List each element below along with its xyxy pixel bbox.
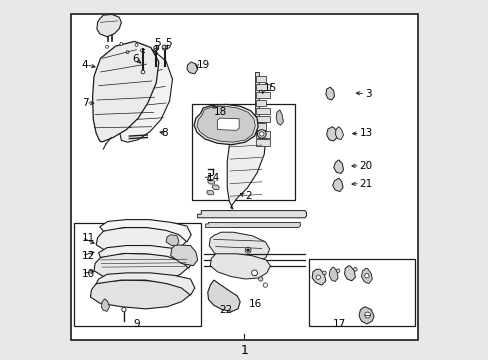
Circle shape (155, 52, 158, 55)
Text: 20: 20 (359, 161, 372, 171)
Circle shape (246, 249, 249, 252)
Text: 5: 5 (154, 38, 161, 48)
Polygon shape (101, 299, 109, 311)
Circle shape (322, 271, 325, 275)
Circle shape (336, 269, 339, 273)
Circle shape (263, 283, 267, 287)
Polygon shape (256, 92, 269, 98)
Polygon shape (97, 14, 121, 37)
Polygon shape (112, 47, 172, 142)
Circle shape (364, 274, 368, 278)
Text: 11: 11 (81, 233, 95, 243)
Polygon shape (166, 235, 179, 246)
Polygon shape (207, 180, 215, 184)
Text: 8: 8 (162, 128, 168, 138)
Polygon shape (100, 220, 191, 242)
Text: 7: 7 (81, 98, 88, 108)
Text: 15: 15 (263, 83, 276, 93)
Polygon shape (256, 100, 265, 106)
Polygon shape (197, 211, 306, 218)
Polygon shape (311, 269, 325, 285)
Polygon shape (256, 108, 269, 114)
Text: 4: 4 (81, 60, 88, 70)
Text: 5: 5 (165, 38, 172, 48)
Text: 1: 1 (240, 345, 248, 357)
Text: 6: 6 (132, 54, 139, 64)
Circle shape (126, 51, 129, 54)
Polygon shape (207, 280, 240, 311)
Circle shape (105, 45, 108, 48)
Circle shape (259, 132, 264, 136)
Polygon shape (206, 190, 213, 195)
Polygon shape (96, 228, 186, 256)
Text: 12: 12 (81, 251, 95, 261)
Polygon shape (99, 246, 193, 268)
Polygon shape (227, 114, 265, 209)
Text: 21: 21 (359, 179, 372, 189)
Polygon shape (335, 127, 343, 140)
Circle shape (153, 45, 159, 50)
Circle shape (122, 307, 126, 312)
Circle shape (135, 44, 138, 46)
Polygon shape (94, 253, 188, 282)
Text: 22: 22 (219, 305, 232, 315)
Polygon shape (344, 266, 355, 281)
Text: 3: 3 (365, 89, 371, 99)
Polygon shape (217, 118, 239, 130)
Polygon shape (256, 139, 269, 146)
Polygon shape (256, 76, 265, 82)
Text: 19: 19 (197, 60, 210, 70)
Text: 2: 2 (244, 191, 251, 201)
Polygon shape (194, 104, 258, 145)
Polygon shape (92, 41, 159, 142)
Polygon shape (90, 280, 190, 309)
Text: 18: 18 (213, 107, 227, 117)
Circle shape (251, 270, 257, 276)
Circle shape (141, 70, 144, 74)
Polygon shape (212, 185, 219, 189)
Text: 10: 10 (81, 269, 95, 279)
Polygon shape (332, 178, 343, 192)
Circle shape (162, 45, 167, 50)
Circle shape (257, 130, 265, 138)
Bar (73, 223, 201, 326)
Polygon shape (325, 87, 334, 100)
Polygon shape (210, 254, 270, 279)
Circle shape (140, 49, 143, 52)
Polygon shape (96, 273, 194, 295)
Circle shape (244, 247, 250, 253)
Polygon shape (328, 267, 337, 282)
Circle shape (316, 275, 320, 279)
Polygon shape (361, 268, 371, 284)
Text: 9: 9 (133, 319, 140, 329)
Polygon shape (209, 232, 269, 264)
Polygon shape (326, 127, 337, 141)
Bar (309, 259, 415, 326)
Polygon shape (197, 106, 255, 142)
Polygon shape (333, 160, 343, 174)
Polygon shape (170, 245, 197, 266)
Polygon shape (205, 222, 300, 228)
Polygon shape (256, 131, 269, 138)
Text: 16: 16 (248, 299, 262, 309)
Circle shape (258, 277, 263, 281)
Polygon shape (256, 84, 269, 90)
Bar (192, 104, 294, 200)
Polygon shape (256, 116, 269, 122)
Polygon shape (186, 62, 197, 74)
Text: 13: 13 (359, 128, 372, 138)
Text: 14: 14 (206, 173, 220, 183)
Circle shape (120, 42, 122, 45)
Polygon shape (256, 123, 265, 130)
Circle shape (364, 312, 370, 318)
Polygon shape (358, 307, 373, 324)
Polygon shape (276, 110, 283, 125)
Text: 17: 17 (333, 319, 346, 329)
Polygon shape (255, 72, 258, 147)
Circle shape (353, 267, 356, 271)
